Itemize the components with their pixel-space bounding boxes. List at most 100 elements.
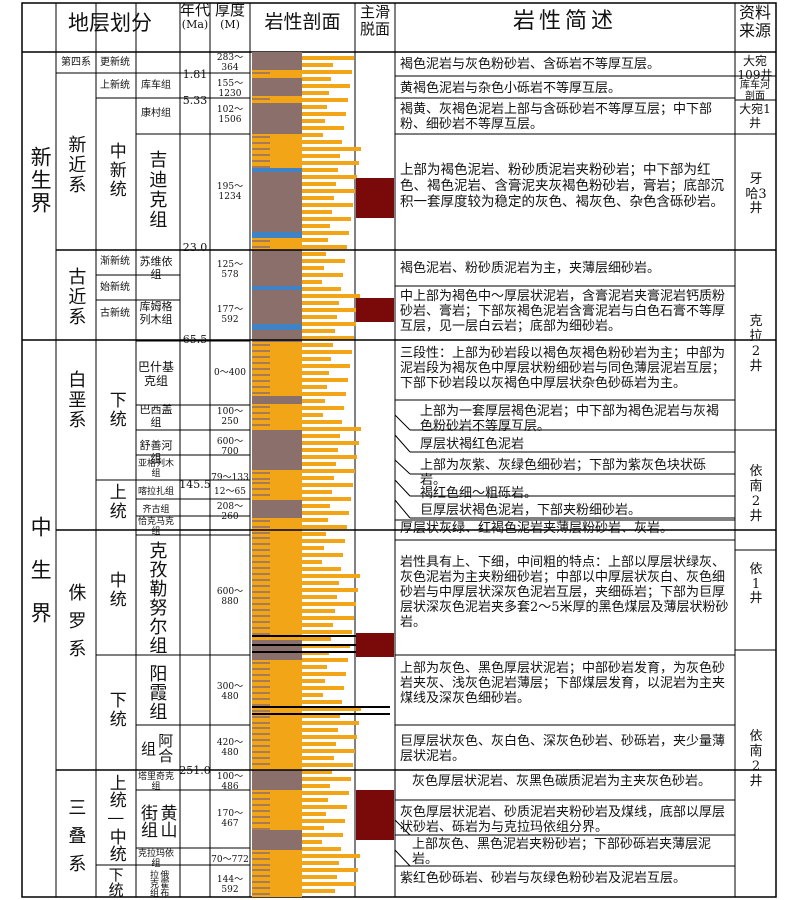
header-thickness-label: 厚度 [214,1,245,19]
thickness-11: 208～260 [216,501,244,522]
sand-bar [302,70,352,74]
sand-bar [302,56,354,60]
sand-bar [302,532,326,536]
sand-bar [302,252,326,256]
description-13: 岩性具有上、下细，中间粗的特点：上部以厚层状绿灰、灰色泥岩为主夹粉细砂岩；中部以… [400,555,729,630]
detachment-kezilenuer [356,633,394,657]
sand-bar [302,595,337,599]
detachment-huangshanjie [356,790,394,840]
sand-bar [302,413,323,417]
lithology-layer [252,168,302,172]
sand-bar [302,294,360,298]
formation-talichike: 塔里奇克组 [137,771,174,792]
series-lower-cretaceous: 下统 [105,391,126,429]
age-65-5: 65.5 [182,332,208,346]
series-lower-triassic: 下统 [106,867,125,897]
formation-ahe: 阿合组 [139,733,175,763]
lithology-layer [252,430,302,470]
lithology-layer [252,250,302,286]
system-neogene: 新近系 [65,135,87,195]
lithology-layer [252,830,302,850]
sand-bar [302,364,350,368]
grid-line [394,499,411,519]
sand-bar [302,168,338,172]
sand-bar [302,539,345,543]
grid-line [394,849,411,867]
description-6: 三段性：上部为砂岩段以褐色灰褐色粉砂岩为主；中部为泥岩段为褐灰色中厚层状粉细砂岩… [400,346,726,391]
thickness-15: 100～486 [216,771,244,792]
sand-bar [302,175,357,179]
sand-bar [302,189,355,193]
lithology-layer [252,172,302,200]
sand-bar [302,770,332,774]
sand-bar [302,357,331,361]
sand-bar [302,756,334,760]
source-6: 依1井 [749,561,763,607]
sand-bar [302,84,350,88]
series-miocene: 中新统 [105,141,126,199]
sand-bar [302,434,340,438]
formation-qigu: 齐古组 [142,504,170,515]
system-paleogene: 古近系 [65,267,87,327]
sand-bar [302,301,339,305]
series-middle-jurassic: 中统 [105,571,126,609]
description-19: 紫红色砂砾岩、砂岩与灰绿色粉砂岩及泥岩互层。 [400,871,687,886]
header-profile: 岩性剖面 [264,11,341,33]
lithology-layer [252,404,302,430]
sand-bar [302,259,345,263]
sand-bar [302,868,358,872]
sand-bar [302,616,354,620]
sand-bar [302,119,325,123]
sand-bar [302,665,327,669]
formation-ehuobulake: 俄霍布拉克组 [148,869,169,897]
lithology-layer [252,725,302,770]
lithology-layer [252,850,302,867]
lithology-layer [252,500,302,518]
description-9: 上部为灰紫、灰绿色细砂岩；下部为紫灰色块状砾岩。 [420,458,707,488]
lithology-layer [252,330,302,342]
source-0: 大宛109井 [737,54,773,82]
thickness-3: 195～1234 [216,181,244,202]
sand-bar [302,567,341,571]
sand-bar [302,63,333,67]
lithology-layer [252,200,302,232]
sand-bar [302,889,335,893]
series-pliocene: 上新统 [100,80,130,92]
sand-bar [302,210,332,214]
age-23-0: 23.0 [182,240,208,254]
sand-bar [302,700,342,704]
sand-bar [302,847,341,851]
lithology-layer [252,324,302,330]
lithology-layer [252,238,302,250]
sand-bar [302,763,353,767]
formation-kangcun: 康村组 [141,108,171,120]
series-eocene: 始新统 [100,282,130,294]
sand-bar [302,658,348,662]
sand-bar [302,861,339,865]
grid-line [394,434,411,453]
sand-bar [302,798,328,802]
sand-bar [302,518,328,522]
sand-bar [302,378,348,382]
sand-bar [302,735,357,739]
sand-bar [302,686,344,690]
description-15: 巨厚层状灰色、灰白色、深灰色砂岩、砂砾岩，夹少量薄层状泥岩。 [400,734,726,764]
sand-bar [302,238,328,242]
header-stratigraphy: 地层划分 [68,11,152,35]
system-quaternary: 第四系 [61,57,91,69]
sand-bar [302,133,323,137]
header-age-unit: (Ma) [181,17,209,31]
formation-karamay: 克拉玛依组 [137,848,174,869]
sand-bar [302,875,337,879]
detachment-jidike [356,178,394,218]
thickness-16: 170～467 [216,808,244,829]
sand-bar [302,560,322,564]
sand-bar [302,469,355,473]
series-lower-jurassic: 下统 [105,691,126,729]
thickness-5: 177～592 [216,304,244,325]
erathem-cenozoic: 新生界 [28,145,53,215]
description-2: 褐黄、灰褐色泥岩上部与含砾砂岩不等厚互层；中下部粉、细砂岩不等厚互层。 [400,102,713,132]
lithology-layer [252,52,302,70]
sand-bar [302,511,349,515]
